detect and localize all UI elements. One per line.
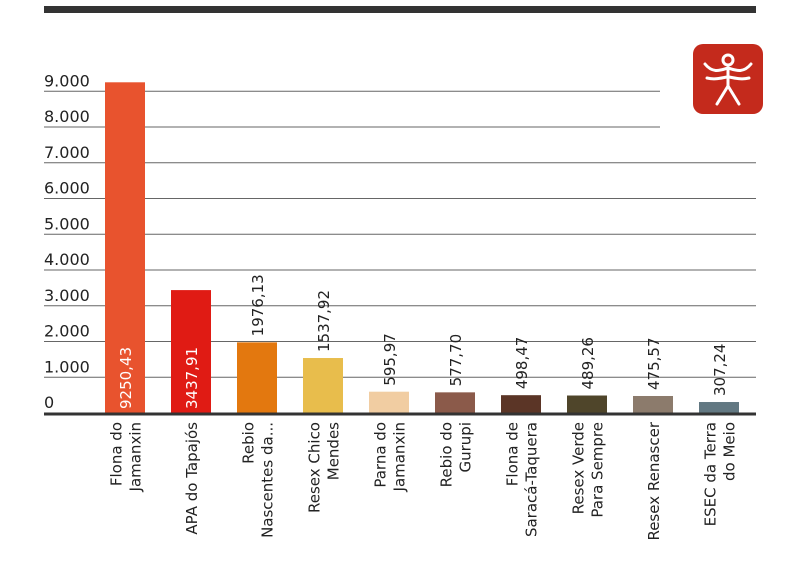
bar-value-label: 489,26: [579, 337, 597, 390]
x-category-label: ESEC da Terra: [702, 422, 720, 526]
bar: [303, 358, 343, 413]
x-category-label: Jamanxin: [127, 422, 145, 492]
bar: [369, 391, 409, 413]
bar-value-label: 1976,13: [249, 274, 267, 336]
x-category-label: APA do Tapajós: [183, 422, 201, 535]
x-category-label: Saracá-Taquera: [523, 422, 541, 537]
bar-value-label: 1537,92: [315, 290, 333, 352]
x-category-label: Rebio: [240, 422, 258, 464]
x-category-label: Resex Verde: [570, 422, 588, 514]
bar-value-label: 9250,43: [117, 347, 135, 409]
bar-value-label: 3437,91: [183, 347, 201, 409]
bar-value-label: 475,57: [645, 337, 663, 390]
y-tick-label: 6.000: [44, 179, 90, 198]
x-category-label: Resex Chico: [306, 422, 324, 513]
y-tick-label: 2.000: [44, 322, 90, 341]
y-tick-label: 0: [44, 393, 54, 412]
y-tick-label: 4.000: [44, 250, 90, 269]
x-category-label: Flona de: [504, 422, 522, 486]
y-tick-label: 9.000: [44, 71, 90, 90]
bar-value-label: 577,70: [447, 334, 465, 387]
y-tick-label: 8.000: [44, 107, 90, 126]
x-category-label: Resex Renascer: [645, 421, 663, 540]
x-category-label: Mendes: [325, 422, 343, 480]
x-category-label: Nascentes da...: [259, 422, 277, 538]
x-category-label: Gurupi: [457, 422, 475, 473]
x-category-label: do Meio: [721, 422, 739, 481]
y-tick-label: 1.000: [44, 357, 90, 376]
y-tick-label: 5.000: [44, 214, 90, 233]
bar-value-label: 498,47: [513, 337, 531, 390]
bar: [171, 290, 211, 413]
bar: [105, 82, 145, 414]
x-category-label: Para Sempre: [589, 422, 607, 518]
bar: [699, 402, 739, 413]
bar: [633, 395, 673, 413]
x-category-label: Rebio do: [438, 422, 456, 487]
y-tick-label: 7.000: [44, 143, 90, 162]
bar-value-label: 307,24: [711, 344, 729, 397]
human-figure-logo-icon: [693, 44, 763, 114]
x-category-label: Flona do: [108, 422, 126, 486]
bar-value-label: 595,97: [381, 333, 399, 386]
x-category-label: Parna do: [372, 422, 390, 488]
top-bar: [44, 6, 756, 13]
bar: [567, 395, 607, 413]
x-category-label: Jamanxin: [391, 422, 409, 492]
bar: [435, 392, 475, 413]
y-tick-label: 3.000: [44, 286, 90, 305]
bar: [501, 395, 541, 413]
bar: [237, 342, 277, 413]
